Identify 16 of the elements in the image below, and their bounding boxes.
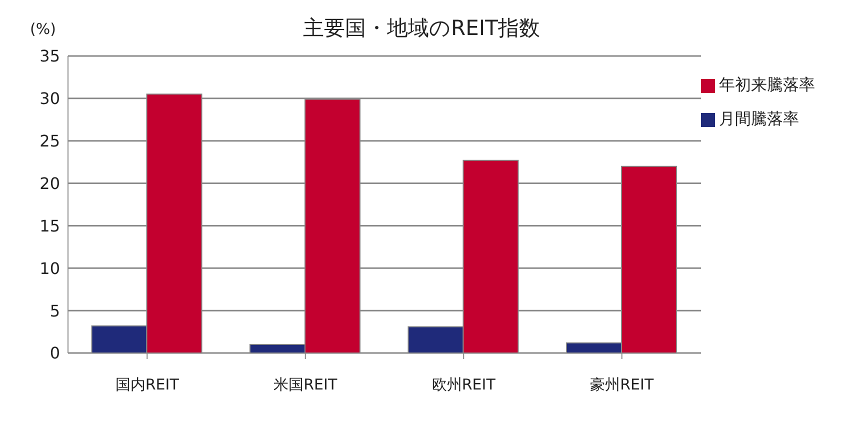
x-tick-label: 豪州REIT — [590, 376, 654, 394]
y-axis-title: (%) — [30, 20, 56, 38]
y-tick-label: 0 — [50, 344, 60, 363]
y-tick-label: 10 — [40, 258, 60, 278]
chart-title: 主要国・地域のREIT指数 — [303, 16, 540, 40]
y-tick-label: 20 — [40, 174, 60, 193]
y-tick-label: 5 — [50, 301, 60, 320]
y-tick-label: 15 — [40, 216, 60, 236]
y-tick-label: 30 — [40, 89, 60, 108]
legend-label: 年初来騰落率 — [719, 75, 815, 94]
x-tick-label: 国内REIT — [115, 376, 180, 394]
legend-label: 月間騰落率 — [719, 109, 799, 128]
x-tick-label: 米国REIT — [274, 376, 338, 394]
y-tick-label: 35 — [40, 46, 60, 66]
x-tick-label: 欧州REIT — [432, 376, 496, 394]
y-tick-label: 25 — [40, 132, 60, 151]
